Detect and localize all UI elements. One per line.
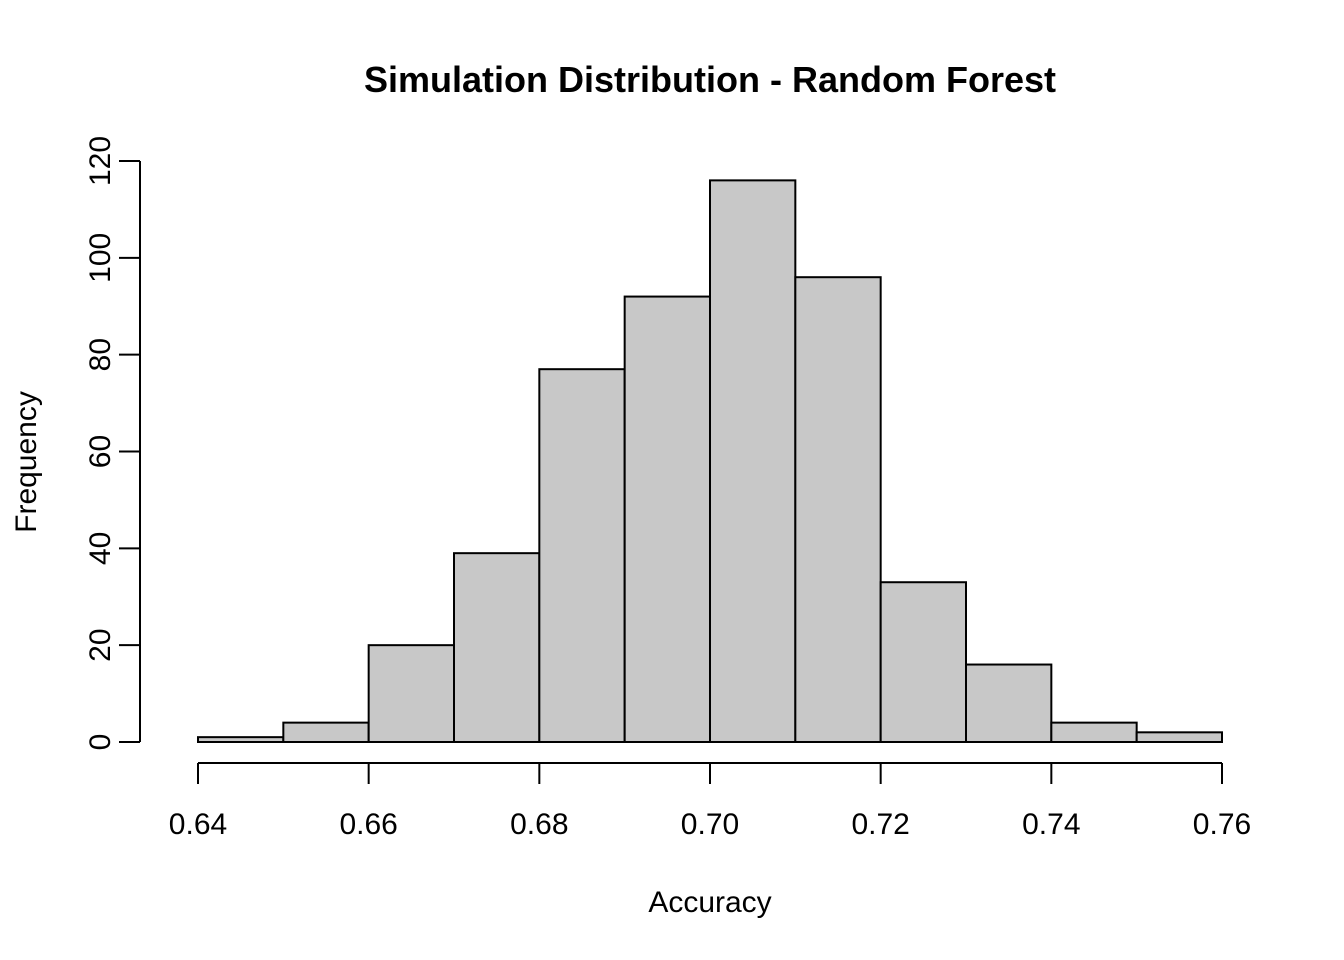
x-tick-label: 0.64 (169, 808, 227, 841)
y-tick-label: 80 (84, 338, 117, 371)
bars-group (197, 179, 1223, 744)
y-tick-label: 40 (84, 532, 117, 565)
x-tick-label: 0.66 (339, 808, 397, 841)
x-tick-label: 0.76 (1193, 808, 1251, 841)
x-ticks-group: 0.64 0.66 0.68 0.70 0.72 0.74 0.76 (169, 763, 1251, 841)
y-axis: 0 20 40 60 80 100 120 (84, 136, 141, 750)
y-tick-label: 0 (84, 734, 117, 751)
histogram-bar (197, 736, 285, 743)
histogram-bar (282, 721, 370, 744)
x-axis: 0.64 0.66 0.68 0.70 0.72 0.74 0.76 (169, 762, 1251, 841)
y-tick-label: 20 (84, 628, 117, 661)
histogram-bar (1050, 721, 1138, 744)
x-axis-label: Accuracy (648, 886, 771, 919)
histogram-bar (794, 276, 882, 743)
histogram-bar (623, 295, 712, 743)
histogram-bar (367, 644, 455, 744)
y-ticks-group: 0 20 40 60 80 100 120 (84, 136, 140, 750)
x-tick-label: 0.68 (510, 808, 568, 841)
y-tick-label: 100 (84, 233, 117, 283)
histogram-bar (1135, 731, 1223, 743)
histogram-bar (453, 552, 541, 743)
x-tick-label: 0.70 (681, 808, 739, 841)
y-axis-label: Frequency (10, 391, 43, 533)
y-tick-label: 60 (84, 435, 117, 468)
x-tick-label: 0.72 (851, 808, 909, 841)
histogram-bar (538, 368, 626, 743)
histogram-bar (879, 581, 968, 743)
y-tick-label: 120 (84, 136, 117, 186)
histogram-bar (965, 663, 1053, 743)
chart-title: Simulation Distribution - Random Forest (364, 59, 1056, 100)
x-tick-label: 0.74 (1022, 808, 1080, 841)
histogram-bar (709, 179, 797, 744)
